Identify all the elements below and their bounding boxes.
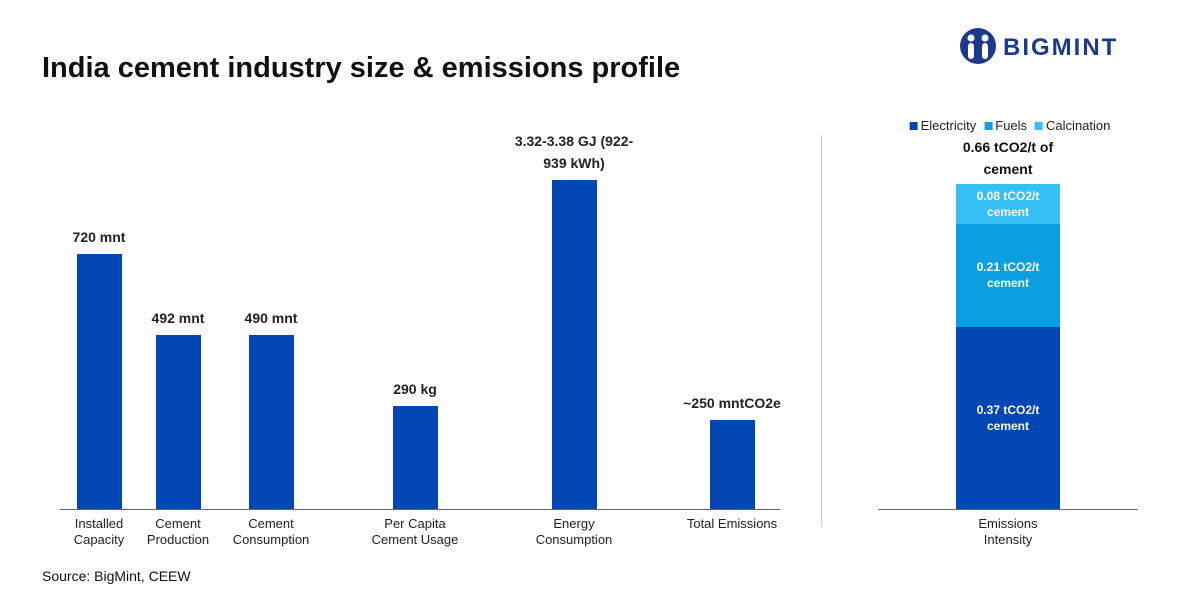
- legend-item: Calcination: [1035, 118, 1110, 133]
- title: India cement industry size & emissions p…: [42, 52, 681, 84]
- bar: [392, 406, 438, 509]
- value-label: 492 mnt: [151, 309, 205, 326]
- total-label: 0.66 tCO2/t of cement: [962, 139, 1054, 178]
- divider: [821, 135, 822, 527]
- value-label: 720 mnt: [72, 229, 126, 245]
- legend: Electricity Fuels Calcination: [909, 118, 1110, 133]
- segment-label: 0.37 tCO2/t cement: [976, 402, 1040, 433]
- baseline: [60, 509, 780, 510]
- legend-item: Electricity: [909, 118, 977, 133]
- legend-label: Electricity: [920, 118, 977, 133]
- segment-label: 0.21 tCO2/t cement: [976, 260, 1040, 291]
- baseline: [878, 509, 1138, 510]
- segment-label: 0.08 tCO2/t cement: [976, 188, 1040, 219]
- category-label: Cement Production: [146, 516, 210, 547]
- category-label: Emissions Intensity: [978, 516, 1038, 547]
- category-label: Cement Consumption: [232, 516, 310, 547]
- logo-text: BIGMINT: [1003, 34, 1119, 61]
- legend-item: Fuels: [984, 118, 1027, 133]
- legend-swatch: [909, 121, 918, 130]
- value-label: 490 mnt: [244, 310, 298, 327]
- bar: [248, 335, 294, 509]
- category-label: Total Emissions: [686, 516, 778, 531]
- bar: [155, 334, 201, 509]
- source: Source: BigMint, CEEW: [42, 568, 191, 584]
- category-label: Energy Consumption: [535, 516, 613, 547]
- value-label: 290 kg: [393, 381, 437, 398]
- bar: [76, 254, 122, 509]
- category-label: Installed Capacity: [73, 516, 125, 547]
- value-label: 3.32-3.38 GJ (922-939 kWh): [514, 132, 634, 171]
- bar-segment: [956, 184, 1060, 224]
- bar: [551, 179, 597, 509]
- legend-swatch: [1035, 121, 1044, 130]
- legend-label: Calcination: [1046, 118, 1111, 133]
- value-label: ~250 mntCO2e: [683, 395, 781, 412]
- logo-icon: [960, 28, 996, 64]
- bar-segment: [956, 223, 1060, 327]
- bar: [709, 420, 755, 509]
- legend-label: Fuels: [995, 118, 1028, 133]
- legend-swatch: [984, 121, 993, 130]
- category-label: Per Capita Cement Usage: [371, 516, 459, 547]
- bar-segment: [956, 326, 1060, 509]
